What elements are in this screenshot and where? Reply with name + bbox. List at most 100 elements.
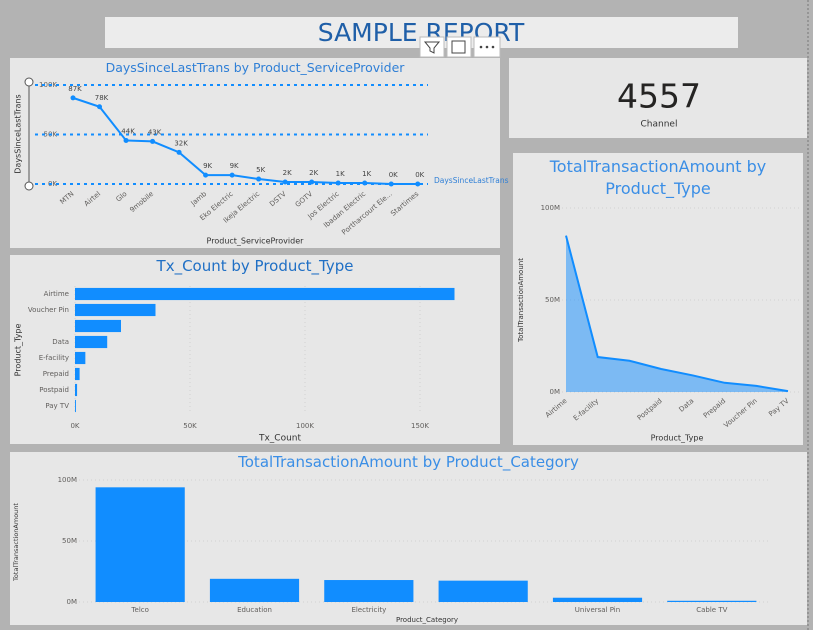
point [362, 180, 368, 186]
x-tick-label: Universal Pin [575, 606, 620, 614]
point [97, 104, 103, 110]
data-label: 44K [121, 127, 135, 135]
point [388, 181, 394, 187]
data-label: 87K [68, 85, 82, 93]
point [335, 180, 341, 186]
chart-title: DaysSinceLastTrans by Product_ServicePro… [105, 60, 405, 75]
y-tick-label: E-facility [39, 354, 69, 362]
y-tick-label: 0M [67, 598, 78, 606]
y-tick-label: 0K [48, 180, 57, 188]
y-axis-label: TotalTransactionAmount [12, 503, 20, 582]
data-label: 2K [309, 169, 318, 177]
data-label: 1K [362, 170, 371, 178]
bar [552, 597, 643, 602]
y-tick-label: 100M [58, 476, 77, 484]
filter-icon[interactable] [419, 36, 445, 58]
panel [513, 153, 803, 445]
dot [479, 45, 483, 49]
filter-glyph [423, 41, 441, 54]
panel [509, 58, 807, 138]
y-axis-label: Product_Type [14, 324, 23, 377]
range-slider[interactable] [24, 77, 34, 191]
bar [95, 487, 185, 602]
focus-icon[interactable] [446, 36, 472, 58]
area-line [565, 235, 789, 393]
x-axis-label: Product_Category [396, 616, 458, 624]
y-tick-label: 50M [62, 537, 77, 545]
bar [75, 351, 86, 365]
data-label: 32K [174, 139, 188, 147]
x-tick-label: Education [237, 606, 272, 614]
y-tick-label: Pay TV [45, 402, 69, 410]
point [70, 95, 76, 101]
legend-label: DaysSinceLastTrans [434, 176, 509, 185]
x-tick-label: Cable TV [696, 606, 727, 614]
line [72, 96, 418, 185]
bar [75, 367, 80, 381]
x-tick-label: 100K [296, 422, 314, 430]
x-tick-label: Telco [130, 606, 148, 614]
point [282, 179, 288, 185]
bar [438, 580, 528, 602]
x-tick-label: 0K [70, 422, 79, 430]
data-label: 0K [389, 171, 398, 179]
visual-header[interactable] [419, 36, 501, 58]
data-label: 5K [256, 166, 265, 174]
bar [75, 287, 455, 301]
x-axis-label: Tx_Count [258, 434, 302, 444]
point [415, 181, 421, 187]
chart-title: TotalTransactionAmount by Product_Catego… [238, 453, 579, 471]
card-label: Channel [641, 120, 678, 130]
y-axis-label: DaysSinceLastTrans [14, 94, 23, 173]
point [229, 172, 235, 178]
x-tick-label: 150K [411, 422, 429, 430]
point [256, 176, 262, 182]
y-axis-label: TotalTransactionAmount [517, 258, 525, 343]
bar [75, 383, 78, 397]
x-tick-label: 50K [183, 422, 197, 430]
y-tick-label: Airtime [44, 290, 69, 298]
point [309, 179, 315, 185]
data-label: 9K [230, 162, 239, 170]
dot [485, 45, 489, 49]
data-label: 78K [95, 94, 109, 102]
chart-title: Tx_Count by Product_Type [156, 257, 354, 275]
y-tick-label: Prepaid [43, 370, 69, 378]
x-tick-label: Electricity [351, 606, 386, 614]
y-tick-label: 100K [39, 81, 57, 89]
y-tick-label: Postpaid [39, 386, 69, 394]
y-tick-label: 0M [550, 388, 561, 396]
data-label: 2K [283, 169, 292, 177]
bar [75, 303, 156, 317]
x-axis-label: Product_Type [651, 434, 704, 443]
slider-handle[interactable] [24, 181, 34, 191]
data-label: 9K [203, 162, 212, 170]
data-label: 43K [148, 128, 162, 136]
bar [324, 580, 414, 602]
y-tick-label: 50M [545, 296, 560, 304]
chart-title: TotalTransactionAmount by Product_Type [549, 157, 767, 198]
card-value: 4557 [617, 77, 701, 116]
data-label: 1K [336, 170, 345, 178]
panel [10, 255, 500, 444]
bar [75, 399, 76, 413]
bar [667, 600, 757, 602]
data-label: 0K [415, 171, 424, 179]
point [203, 172, 209, 178]
y-tick-label: 100M [541, 204, 560, 212]
point [150, 138, 156, 144]
bar [209, 578, 300, 602]
y-tick-label: Data [52, 338, 69, 346]
x-axis-label: Product_ServiceProvider [207, 237, 305, 246]
y-tick-label: Voucher Pin [28, 306, 69, 314]
point [176, 149, 182, 155]
dot [491, 45, 495, 49]
area [566, 235, 788, 392]
focus-glyph [451, 40, 466, 54]
point [123, 137, 129, 143]
panel [10, 58, 500, 248]
bar [75, 335, 108, 349]
slider-handle[interactable] [24, 77, 34, 87]
